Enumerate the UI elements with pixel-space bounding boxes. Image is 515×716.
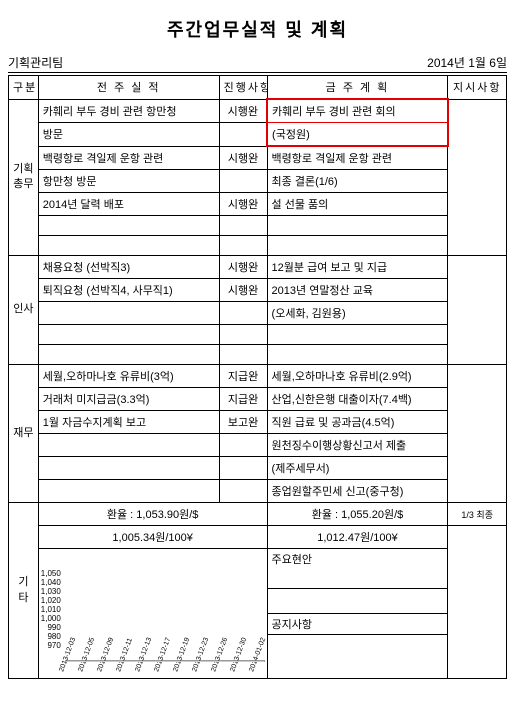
rate-prev-jpy: 1,005.34원/100¥	[38, 526, 267, 549]
cell-prog: 지급완	[219, 365, 267, 388]
cell-prog	[219, 345, 267, 365]
cell-inst	[448, 256, 507, 365]
team-name: 기획관리팀	[8, 54, 63, 71]
cell-plan: 세월,오하마나호 유류비(2.9억)	[267, 365, 448, 388]
cell-inst	[448, 526, 507, 679]
cell-prev: 채용요청 (선박직3)	[38, 256, 219, 279]
chart-cell: 1,0501,0401,0301,0201,0101,000990980970 …	[38, 549, 267, 679]
cell-plan: 12월분 급여 보고 및 지급	[267, 256, 448, 279]
cell-prog	[219, 325, 267, 345]
cell-prev: 백령항로 격일제 운항 관련	[38, 146, 219, 170]
cell-plan: (오세화, 김원용)	[267, 302, 448, 325]
chart-x-axis: 2013-12-032013-12-052013-12-092013-12-11…	[66, 627, 264, 673]
cell-prog	[219, 216, 267, 236]
cell-plan: 2013년 연말정산 교육	[267, 279, 448, 302]
etc-inst: 1/3 최종	[448, 503, 507, 526]
section-label-planning: 기획총무	[9, 99, 39, 256]
section-label-etc: 기타	[9, 503, 39, 679]
cell-prev	[38, 236, 219, 256]
cell-prog: 시행완	[219, 146, 267, 170]
cell-prog: 지급완	[219, 388, 267, 411]
header-gubun: 구분	[9, 76, 39, 100]
cell-prog: 보고완	[219, 411, 267, 434]
cell-plan	[267, 236, 448, 256]
cell-prev	[38, 216, 219, 236]
cell-prog: 시행완	[219, 99, 267, 123]
plan-side-item: 공지사항	[268, 614, 448, 635]
cell-prev	[38, 434, 219, 457]
chart-plot-area: 2013-12-032013-12-052013-12-092013-12-11…	[65, 660, 265, 662]
cell-plan	[267, 216, 448, 236]
cell-prog	[219, 302, 267, 325]
header-prev: 전 주 실 적	[38, 76, 219, 100]
cell-plan-highlight: 카훼리 부두 경비 관련 회의	[267, 99, 448, 123]
cell-prev: 항만청 방문	[38, 170, 219, 193]
cell-inst	[448, 365, 507, 503]
cell-prog	[219, 480, 267, 503]
cell-prev	[38, 325, 219, 345]
cell-prog	[219, 457, 267, 480]
cell-prev: 퇴직요청 (선박직4, 사무직1)	[38, 279, 219, 302]
chart-y-axis: 1,0501,0401,0301,0201,0101,000990980970	[41, 567, 61, 662]
header-plan: 금 주 계 획	[267, 76, 448, 100]
cell-prev	[38, 302, 219, 325]
cell-plan: 종업원할주민세 신고(중구청)	[267, 480, 448, 503]
cell-plan: (제주세무서)	[267, 457, 448, 480]
cell-prog	[219, 434, 267, 457]
rate-prev-usd: 환율 : 1,053.90원/$	[38, 503, 267, 526]
cell-prog	[219, 170, 267, 193]
cell-prev: 방문	[38, 123, 219, 147]
section-label-finance: 재무	[9, 365, 39, 503]
cell-prog	[219, 236, 267, 256]
cell-prev: 거래처 미지급금(3.3억)	[38, 388, 219, 411]
cell-prev	[38, 345, 219, 365]
cell-prog: 시행완	[219, 256, 267, 279]
page-title: 주간업무실적 및 계획	[8, 16, 507, 42]
cell-plan	[267, 345, 448, 365]
rate-plan-usd: 환율 : 1,055.20원/$	[267, 503, 448, 526]
cell-prog: 시행완	[219, 193, 267, 216]
cell-prog: 시행완	[219, 279, 267, 302]
cell-prev	[38, 480, 219, 503]
plan-side-item	[268, 635, 448, 678]
plan-side-item: 주요현안	[268, 549, 448, 589]
cell-inst	[448, 99, 507, 256]
cell-plan: 직원 급료 및 공과금(4.5억)	[267, 411, 448, 434]
cell-plan: 원천징수이행상황신고서 제출	[267, 434, 448, 457]
meta-row: 기획관리팀 2014년 1월 6일	[8, 54, 507, 73]
cell-prog	[219, 123, 267, 147]
cell-plan: 백령항로 격일제 운항 관련	[267, 146, 448, 170]
cell-plan: 최종 결론(1/6)	[267, 170, 448, 193]
exchange-rate-chart: 1,0501,0401,0301,0201,0101,000990980970 …	[39, 549, 267, 664]
cell-plan: 산업,신한은행 대출이자(7.4백)	[267, 388, 448, 411]
rate-plan-jpy: 1,012.47원/100¥	[267, 526, 448, 549]
cell-prev: 1월 자금수지계획 보고	[38, 411, 219, 434]
report-date: 2014년 1월 6일	[427, 54, 507, 71]
header-inst: 지시사항	[448, 76, 507, 100]
cell-plan-highlight: (국정원)	[267, 123, 448, 147]
header-prog: 진행사항	[219, 76, 267, 100]
cell-plan: 설 선물 품의	[267, 193, 448, 216]
cell-prev: 2014년 달력 배포	[38, 193, 219, 216]
cell-prev	[38, 457, 219, 480]
section-label-hr: 인사	[9, 256, 39, 365]
cell-plan	[267, 325, 448, 345]
report-table: 구분 전 주 실 적 진행사항 금 주 계 획 지시사항 기획총무 카훼리 부두…	[8, 75, 507, 679]
plan-side-item	[268, 589, 448, 614]
cell-prev: 카훼리 부두 경비 관련 항만청	[38, 99, 219, 123]
cell-prev: 세월,오하마나호 유류비(3억)	[38, 365, 219, 388]
etc-plan-cell: 주요현안 공지사항	[267, 549, 448, 679]
